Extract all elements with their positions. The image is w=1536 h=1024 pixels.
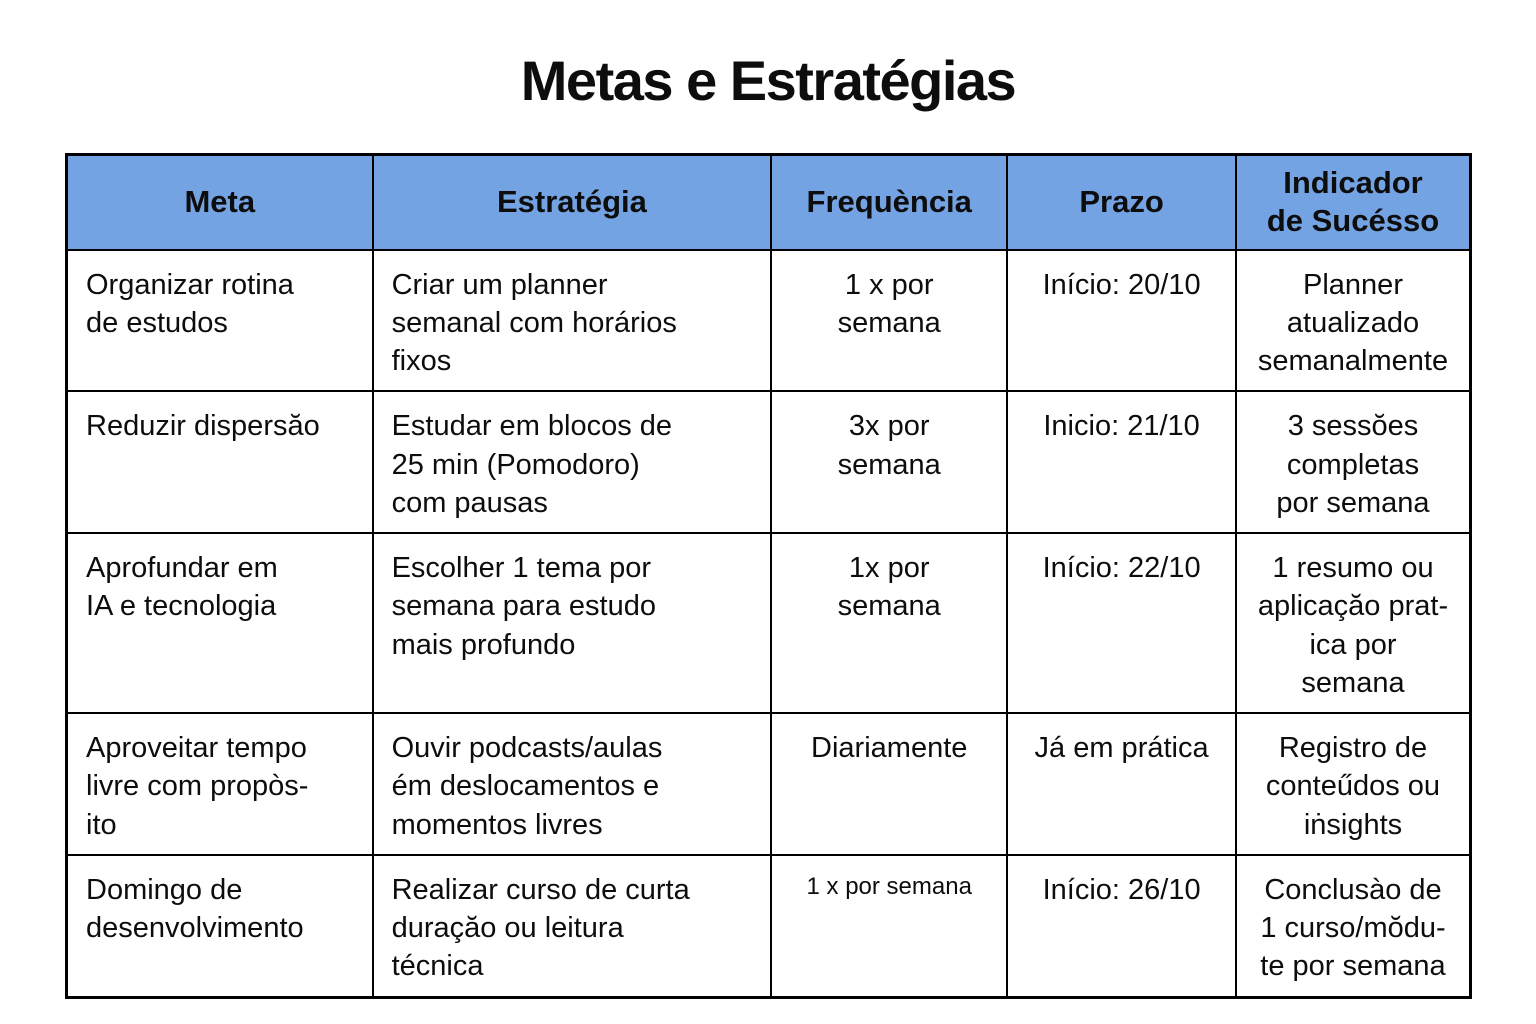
header-prazo: Prazo bbox=[1006, 153, 1237, 251]
estrategia-cell: Ouvir podcasts/aulas ém deslocamentos e … bbox=[371, 712, 773, 856]
header-meta: Meta bbox=[65, 153, 374, 251]
frequencia-cell: 1 x por semana bbox=[770, 248, 1009, 393]
estrategia-cell: Escolher 1 tema por semana para estudo m… bbox=[371, 532, 773, 715]
table-row: Aprofundar em IA e tecnologia Escolher 1… bbox=[65, 532, 1472, 715]
meta-cell: Organizar rotina de estudos bbox=[65, 248, 374, 393]
goals-table: Meta Estratégia Frequència Prazo Indicad… bbox=[65, 153, 1472, 999]
meta-cell: Domingo de desenvolvimento bbox=[65, 853, 374, 999]
goals-table-container: Meta Estratégia Frequència Prazo Indicad… bbox=[65, 153, 1472, 999]
estrategia-cell: Estudar em blocos de 25 min (Pomodoro) c… bbox=[371, 390, 773, 535]
meta-cell: Aproveitar tempo livre com propòs- ito bbox=[65, 712, 374, 856]
estrategia-cell: Realizar curso de curta duraçăo ou leitu… bbox=[371, 853, 773, 999]
prazo-cell: Início: 26/10 bbox=[1006, 853, 1237, 999]
indicador-cell: 3 sessŏes completas por semana bbox=[1235, 390, 1472, 535]
meta-cell: Aprofundar em IA e tecnologia bbox=[65, 532, 374, 715]
table-row: Reduzir dispersăo Estudar em blocos de 2… bbox=[65, 390, 1472, 535]
indicador-cell: Registro de conteűdos ou iṅsights bbox=[1235, 712, 1472, 856]
indicador-cell: Planner atualizado semanalmente bbox=[1235, 248, 1472, 393]
prazo-cell: Já em prática bbox=[1006, 712, 1237, 856]
table-row: Organizar rotina de estudos Criar um pla… bbox=[65, 248, 1472, 393]
prazo-cell: Inicio: 21/10 bbox=[1006, 390, 1237, 535]
table-header-row: Meta Estratégia Frequència Prazo Indicad… bbox=[65, 153, 1472, 251]
page-title: Metas e Estratégias bbox=[520, 49, 1017, 112]
estrategia-cell: Criar um planner semanal com horários fi… bbox=[371, 248, 773, 393]
indicador-cell: Conclusào de 1 curso/mŏdu- te por semana bbox=[1235, 853, 1472, 999]
header-estrategia: Estratégia bbox=[371, 153, 773, 251]
table-row: Domingo de desenvolvimento Realizar curs… bbox=[65, 853, 1472, 999]
frequencia-cell: Diariamente bbox=[770, 712, 1009, 856]
header-frequencia: Frequència bbox=[770, 153, 1009, 251]
meta-cell: Reduzir dispersăo bbox=[65, 390, 374, 535]
table-row: Aproveitar tempo livre com propòs- ito O… bbox=[65, 712, 1472, 856]
indicador-cell: 1 resumo ou aplicaçăo prat- ica por sema… bbox=[1235, 532, 1472, 715]
frequencia-cell: 3x por semana bbox=[770, 390, 1009, 535]
prazo-cell: Início: 20/10 bbox=[1006, 248, 1237, 393]
frequencia-cell: 1 x por semana bbox=[770, 853, 1009, 999]
frequencia-cell: 1x por semana bbox=[770, 532, 1009, 715]
prazo-cell: Início: 22/10 bbox=[1006, 532, 1237, 715]
header-indicador: Indicador de Sucésso bbox=[1235, 153, 1472, 251]
